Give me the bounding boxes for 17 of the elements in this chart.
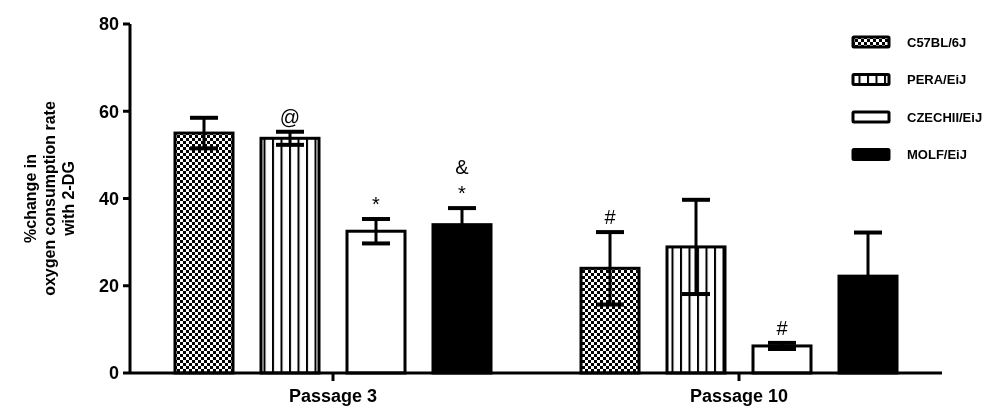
data-label: #: [776, 316, 789, 339]
y-tick-label: 80: [98, 14, 119, 35]
x-tick-label: Passage 10: [689, 386, 789, 406]
y-axis-title: %change in oxygen consumption rate with 2-DG: [22, 101, 77, 296]
y-tick-label: 40: [98, 188, 119, 209]
legend-label: C57BL/6J: [907, 34, 967, 50]
x-tick-label: Passage 3: [288, 386, 378, 406]
legend-label: CZECHII/EiJ: [907, 109, 983, 125]
data-label: #: [604, 206, 617, 229]
y-tick-label: 20: [98, 276, 119, 297]
y-tick-label: 60: [98, 101, 119, 122]
legend-label: PERA/EiJ: [907, 72, 967, 88]
data-label: @: [279, 105, 301, 128]
legend-label: MOLF/EiJ: [907, 147, 967, 163]
y-tick-label: 0: [108, 363, 119, 384]
data-label: & *: [455, 156, 470, 205]
data-label: *: [372, 193, 381, 215]
